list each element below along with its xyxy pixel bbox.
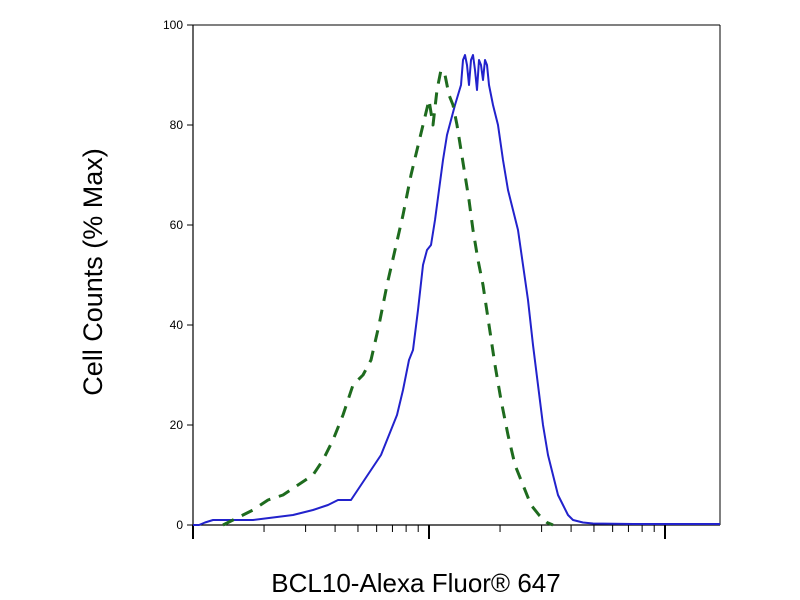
series-line-solid <box>193 54 720 526</box>
x-axis <box>192 525 666 539</box>
series-line-dashed <box>222 68 554 527</box>
plot-frame <box>192 24 721 526</box>
y-tick-label: 40 <box>170 318 184 332</box>
series-layer <box>193 54 720 527</box>
y-tick-label: 0 <box>176 518 183 532</box>
y-axis-title: Cell Counts (% Max) <box>78 148 108 396</box>
y-tick-label: 80 <box>170 118 184 132</box>
y-tick-label: 60 <box>170 218 184 232</box>
x-axis-title: BCL10-Alexa Fluor® 647 <box>271 568 560 598</box>
y-tick-label: 100 <box>163 18 183 32</box>
y-tick-label: 20 <box>170 418 184 432</box>
y-axis: 0 20 40 60 80 100 <box>163 18 193 532</box>
